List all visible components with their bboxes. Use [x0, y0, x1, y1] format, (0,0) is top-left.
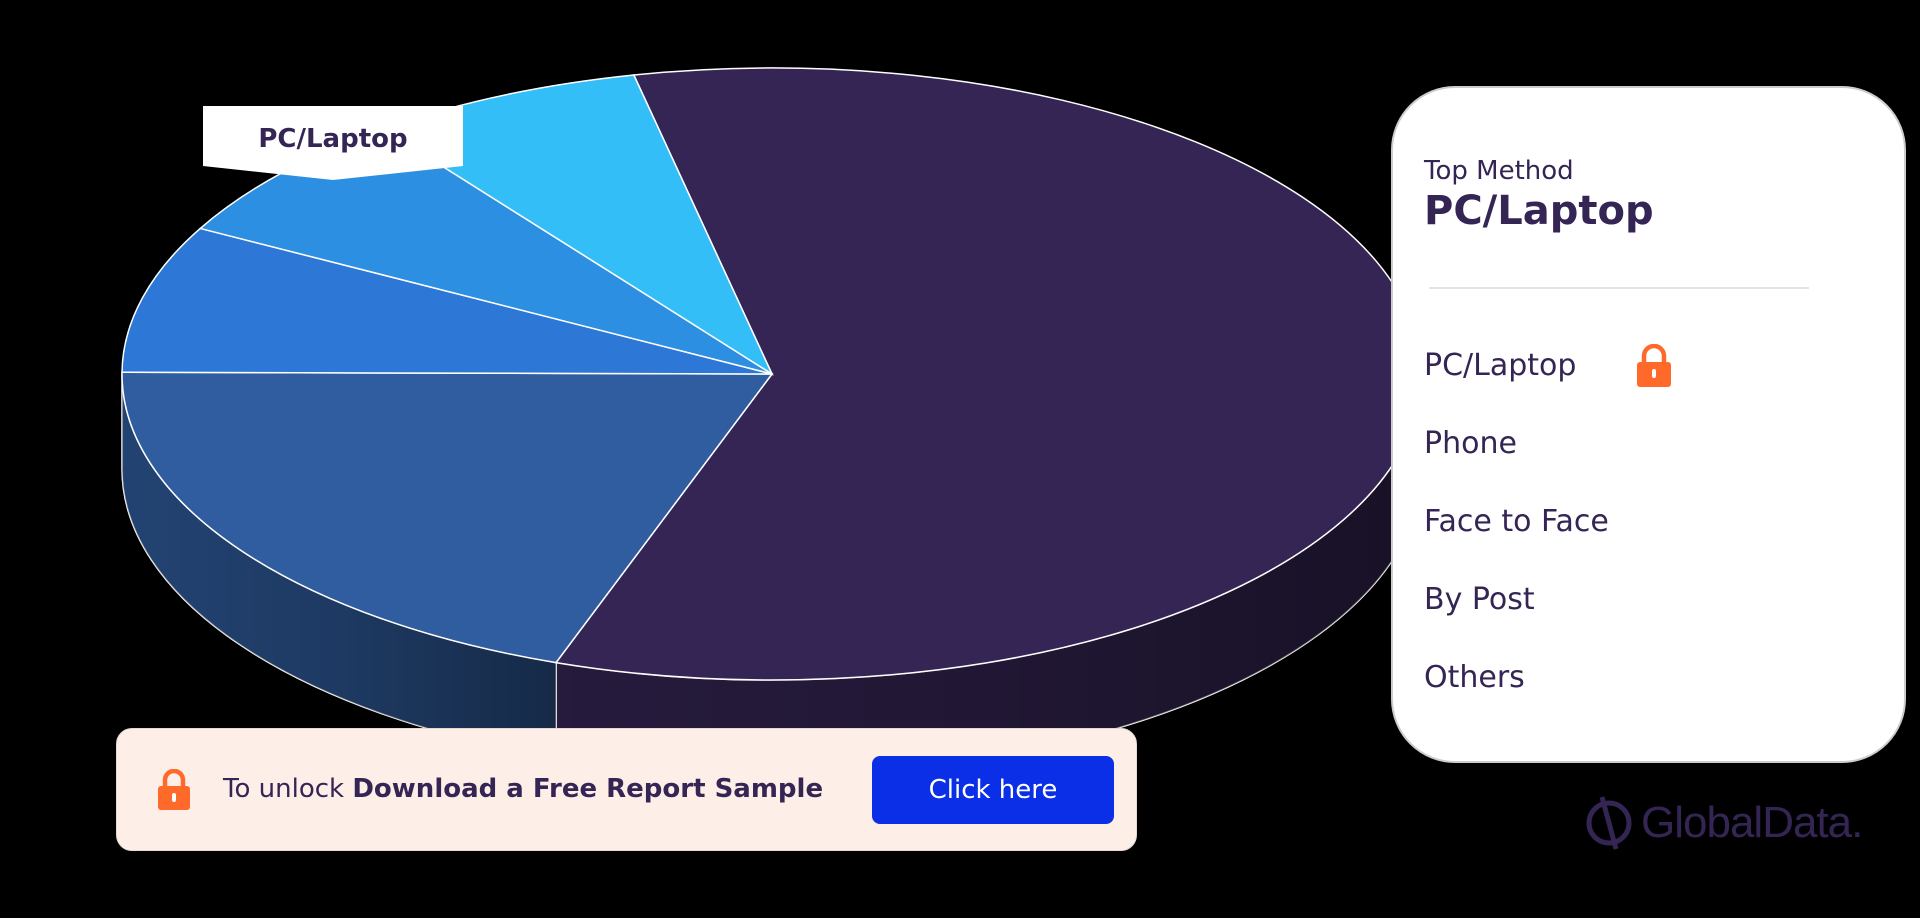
legend-label: PC/Laptop: [1424, 348, 1577, 383]
legend-item: By Post: [1424, 578, 1609, 656]
top-method-label: Top Method: [1424, 156, 1574, 186]
unlock-bold: Download a Free Report Sample: [352, 774, 824, 804]
unlock-text: To unlock Download a Free Report Sample: [223, 729, 823, 850]
legend-list: PC/Laptop Phone Face to Face By Post Oth…: [1424, 343, 1671, 734]
pie-slice-face-to-face: [121, 227, 773, 375]
legend-item: Face to Face: [1424, 500, 1609, 578]
legend-item: Others: [1424, 656, 1609, 734]
legend-label: Others: [1424, 660, 1525, 695]
top-method-value: PC/Laptop: [1424, 188, 1654, 234]
pie-slice-phone: [121, 371, 774, 664]
legend-item: PC/Laptop: [1424, 343, 1671, 422]
unlock-banner: To unlock Download a Free Report Sample …: [116, 728, 1137, 851]
globaldata-logo: GlobalData.: [1583, 793, 1863, 853]
legend-label: Phone: [1424, 426, 1517, 461]
click-here-button[interactable]: Click here: [872, 756, 1114, 824]
callout-label: PC/Laptop: [258, 124, 408, 154]
unlock-prefix: To unlock: [223, 774, 345, 804]
pie-callout: PC/Laptop: [203, 106, 463, 180]
summary-card: Top Method PC/Laptop PC/Laptop Phone Fac…: [1391, 86, 1906, 763]
lock-icon: [157, 768, 191, 816]
divider: [1429, 287, 1809, 289]
legend-item: Phone: [1424, 422, 1609, 500]
lock-icon[interactable]: [1636, 343, 1672, 401]
legend-label: Face to Face: [1424, 504, 1609, 539]
legend-label: By Post: [1424, 582, 1535, 617]
brand-name: GlobalData.: [1641, 798, 1863, 847]
globaldata-mark-icon: [1586, 796, 1632, 850]
